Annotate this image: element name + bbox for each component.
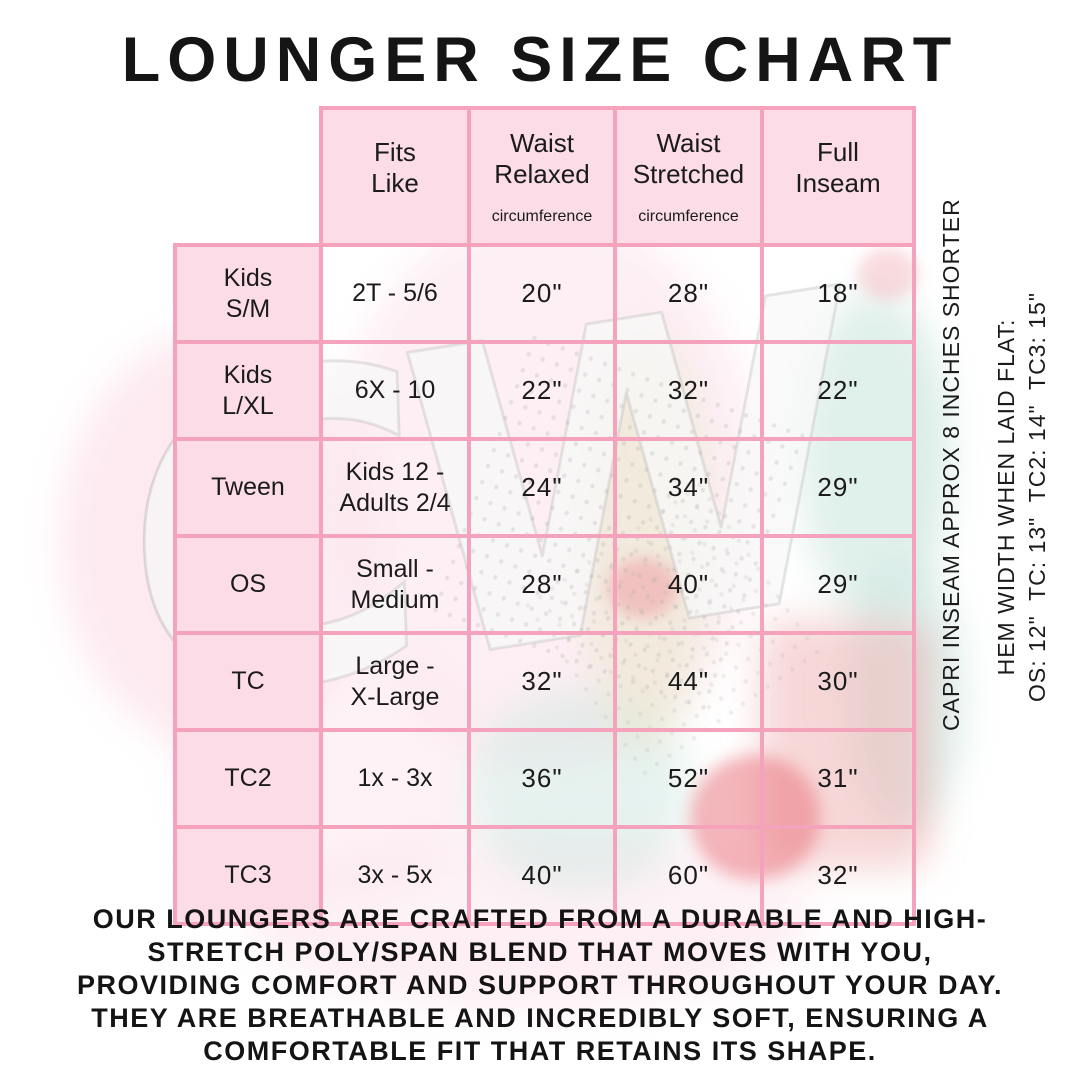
cell-waist-relaxed: 22" [467, 340, 617, 441]
table-row-kids-lxl: Kids L/XL 6X - 10 22" 32" 22" [173, 340, 916, 441]
table-row-tc: TC Large - X-Large 32" 44" 30" [173, 631, 916, 732]
hem-width-note: HEM WIDTH WHEN LAID FLAT: OS: 12" TC: 13… [991, 275, 1053, 719]
cell-fits-like: Large - X-Large [319, 631, 471, 732]
hem-width-title: HEM WIDTH WHEN LAID FLAT: [993, 318, 1019, 676]
column-title: Waist Stretched [632, 128, 745, 189]
cell-fits-like: Small - Medium [319, 534, 471, 635]
row-label: OS [173, 534, 323, 635]
description-line: PROVIDING COMFORT AND SUPPORT THROUGHOUT… [76, 970, 1004, 1000]
description-line: STRETCH POLY/SPAN BLEND THAT MOVES WITH … [147, 937, 933, 967]
cell-fits-like: 3x - 5x [319, 825, 471, 926]
cell-fits-like: 6X - 10 [319, 340, 471, 441]
cell-waist-stretched: 32" [613, 340, 764, 441]
header-row: Fits Like Waist Relaxed circumference Wa… [175, 106, 916, 247]
row-label: TC3 [173, 825, 323, 926]
description-line: OUR LOUNGERS ARE CRAFTED FROM A DURABLE … [92, 904, 988, 934]
cell-waist-relaxed: 32" [467, 631, 617, 732]
cell-waist-stretched: 28" [613, 243, 764, 344]
size-chart-table: Fits Like Waist Relaxed circumference Wa… [173, 106, 916, 926]
cell-waist-stretched: 52" [613, 728, 764, 829]
description-line: THEY ARE BREATHABLE AND INCREDIBLY SOFT,… [91, 1003, 989, 1033]
row-label: Kids L/XL [173, 340, 323, 441]
description-line: COMFORTABLE FIT THAT RETAINS ITS SHAPE. [203, 1036, 877, 1066]
hem-width-values: OS: 12" TC: 13" TC2: 14" TC3: 15" [1024, 292, 1050, 702]
column-title: Fits Like [371, 136, 419, 198]
table-row-kids-sm: Kids S/M 2T - 5/6 20" 28" 18" [173, 243, 916, 344]
column-title: Full Inseam [795, 136, 881, 198]
cell-waist-stretched: 44" [613, 631, 764, 732]
table-row-tween: Tween Kids 12 - Adults 2/4 24" 34" 29" [173, 437, 916, 538]
cell-waist-relaxed: 20" [467, 243, 617, 344]
cell-waist-stretched: 34" [613, 437, 764, 538]
corner-cell [175, 108, 321, 245]
page-title: LOUNGER SIZE CHART [121, 25, 959, 95]
row-label: Tween [173, 437, 323, 538]
cell-full-inseam: 32" [760, 825, 916, 926]
column-subtitle: circumference [638, 208, 739, 225]
cell-full-inseam: 29" [760, 437, 916, 538]
cell-full-inseam: 30" [760, 631, 916, 732]
cell-full-inseam: 29" [760, 534, 916, 635]
col-header-waist-stretched: Waist Stretched circumference [613, 106, 764, 247]
capri-inseam-note: CAPRI INSEAM APPROX 8 INCHES SHORTER [938, 198, 964, 731]
table-row-os: OS Small - Medium 28" 40" 29" [173, 534, 916, 635]
cell-full-inseam: 18" [760, 243, 916, 344]
row-label: TC [173, 631, 323, 732]
cell-fits-like: 1x - 3x [319, 728, 471, 829]
column-subtitle: circumference [491, 208, 593, 225]
cell-fits-like: Kids 12 - Adults 2/4 [319, 437, 471, 538]
cell-fits-like: 2T - 5/6 [319, 243, 471, 344]
table-row-tc3: TC3 3x - 5x 40" 60" 32" [173, 825, 916, 926]
col-header-fits-like: Fits Like [319, 106, 471, 247]
row-label: TC2 [173, 728, 323, 829]
row-label: Kids S/M [173, 243, 323, 344]
table-row-tc2: TC2 1x - 3x 36" 52" 31" [173, 728, 916, 829]
product-description: OUR LOUNGERS ARE CRAFTED FROM A DURABLE … [0, 903, 1080, 1068]
col-header-waist-relaxed: Waist Relaxed circumference [467, 106, 617, 247]
cell-waist-relaxed: 40" [467, 825, 617, 926]
cell-waist-relaxed: 28" [467, 534, 617, 635]
col-header-full-inseam: Full Inseam [760, 106, 916, 247]
cell-full-inseam: 31" [760, 728, 916, 829]
cell-full-inseam: 22" [760, 340, 916, 441]
cell-waist-relaxed: 36" [467, 728, 617, 829]
cell-waist-stretched: 40" [613, 534, 764, 635]
cell-waist-stretched: 60" [613, 825, 764, 926]
column-title: Waist Relaxed [494, 128, 590, 189]
cell-waist-relaxed: 24" [467, 437, 617, 538]
